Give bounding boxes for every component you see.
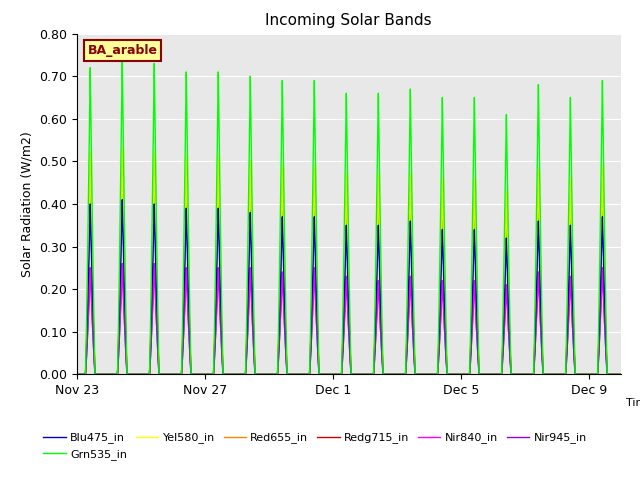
Nir840_in (355, 372, 363, 377)
Nir945_in (355, 372, 363, 377)
Nir840_in (445, 372, 452, 377)
Legend: Blu475_in, Grn535_in, Yel580_in, Red655_in, Redg715_in, Nir840_in, Nir945_in: Blu475_in, Grn535_in, Yel580_in, Red655_… (39, 428, 591, 464)
Red655_in (524, 372, 531, 377)
Grn535_in (524, 372, 531, 377)
Grn535_in (557, 372, 565, 377)
Red655_in (445, 372, 452, 377)
Text: BA_arable: BA_arable (88, 44, 157, 57)
Y-axis label: Solar Radiation (W/m2): Solar Radiation (W/m2) (20, 131, 33, 277)
Yel580_in (118, 146, 126, 152)
Nir840_in (118, 261, 126, 266)
Text: Time: Time (626, 398, 640, 408)
Nir945_in (118, 261, 126, 266)
Redg715_in (557, 372, 565, 377)
Nir840_in (396, 372, 404, 377)
Nir945_in (445, 372, 452, 377)
Nir945_in (396, 372, 404, 377)
Blu475_in (524, 372, 531, 377)
Nir840_in (524, 372, 531, 377)
Redg715_in (118, 180, 126, 186)
Nir840_in (617, 372, 625, 377)
Line: Red655_in: Red655_in (77, 166, 621, 374)
Red655_in (617, 372, 625, 377)
Yel580_in (73, 372, 81, 377)
Yel580_in (583, 372, 591, 377)
Yel580_in (557, 372, 565, 377)
Blu475_in (73, 372, 81, 377)
Redg715_in (583, 372, 591, 377)
Grn535_in (73, 372, 81, 377)
Nir945_in (524, 372, 531, 377)
Nir840_in (73, 372, 81, 377)
Nir945_in (557, 372, 565, 377)
Redg715_in (73, 372, 81, 377)
Redg715_in (355, 372, 363, 377)
Blu475_in (557, 372, 565, 377)
Red655_in (73, 372, 81, 377)
Redg715_in (396, 372, 404, 377)
Grn535_in (355, 372, 363, 377)
Yel580_in (355, 372, 363, 377)
Red655_in (355, 372, 363, 377)
Yel580_in (445, 372, 452, 377)
Red655_in (557, 372, 565, 377)
Line: Nir840_in: Nir840_in (77, 264, 621, 374)
Redg715_in (524, 372, 531, 377)
Grn535_in (396, 372, 404, 377)
Nir840_in (557, 372, 565, 377)
Blu475_in (617, 372, 625, 377)
Redg715_in (445, 372, 452, 377)
Line: Nir945_in: Nir945_in (77, 264, 621, 374)
Blu475_in (355, 372, 363, 377)
Blu475_in (445, 372, 452, 377)
Blu475_in (583, 372, 591, 377)
Grn535_in (617, 372, 625, 377)
Nir945_in (583, 372, 591, 377)
Nir945_in (617, 372, 625, 377)
Grn535_in (445, 372, 452, 377)
Line: Yel580_in: Yel580_in (77, 149, 621, 374)
Blu475_in (396, 372, 404, 377)
Yel580_in (617, 372, 625, 377)
Red655_in (396, 372, 404, 377)
Red655_in (118, 163, 126, 168)
Grn535_in (583, 372, 591, 377)
Line: Grn535_in: Grn535_in (77, 59, 621, 374)
Title: Incoming Solar Bands: Incoming Solar Bands (266, 13, 432, 28)
Nir945_in (73, 372, 81, 377)
Yel580_in (524, 372, 531, 377)
Blu475_in (118, 197, 126, 203)
Line: Redg715_in: Redg715_in (77, 183, 621, 374)
Line: Blu475_in: Blu475_in (77, 200, 621, 374)
Redg715_in (617, 372, 625, 377)
Grn535_in (118, 56, 126, 62)
Red655_in (583, 372, 591, 377)
Nir840_in (583, 372, 591, 377)
Yel580_in (396, 372, 404, 377)
